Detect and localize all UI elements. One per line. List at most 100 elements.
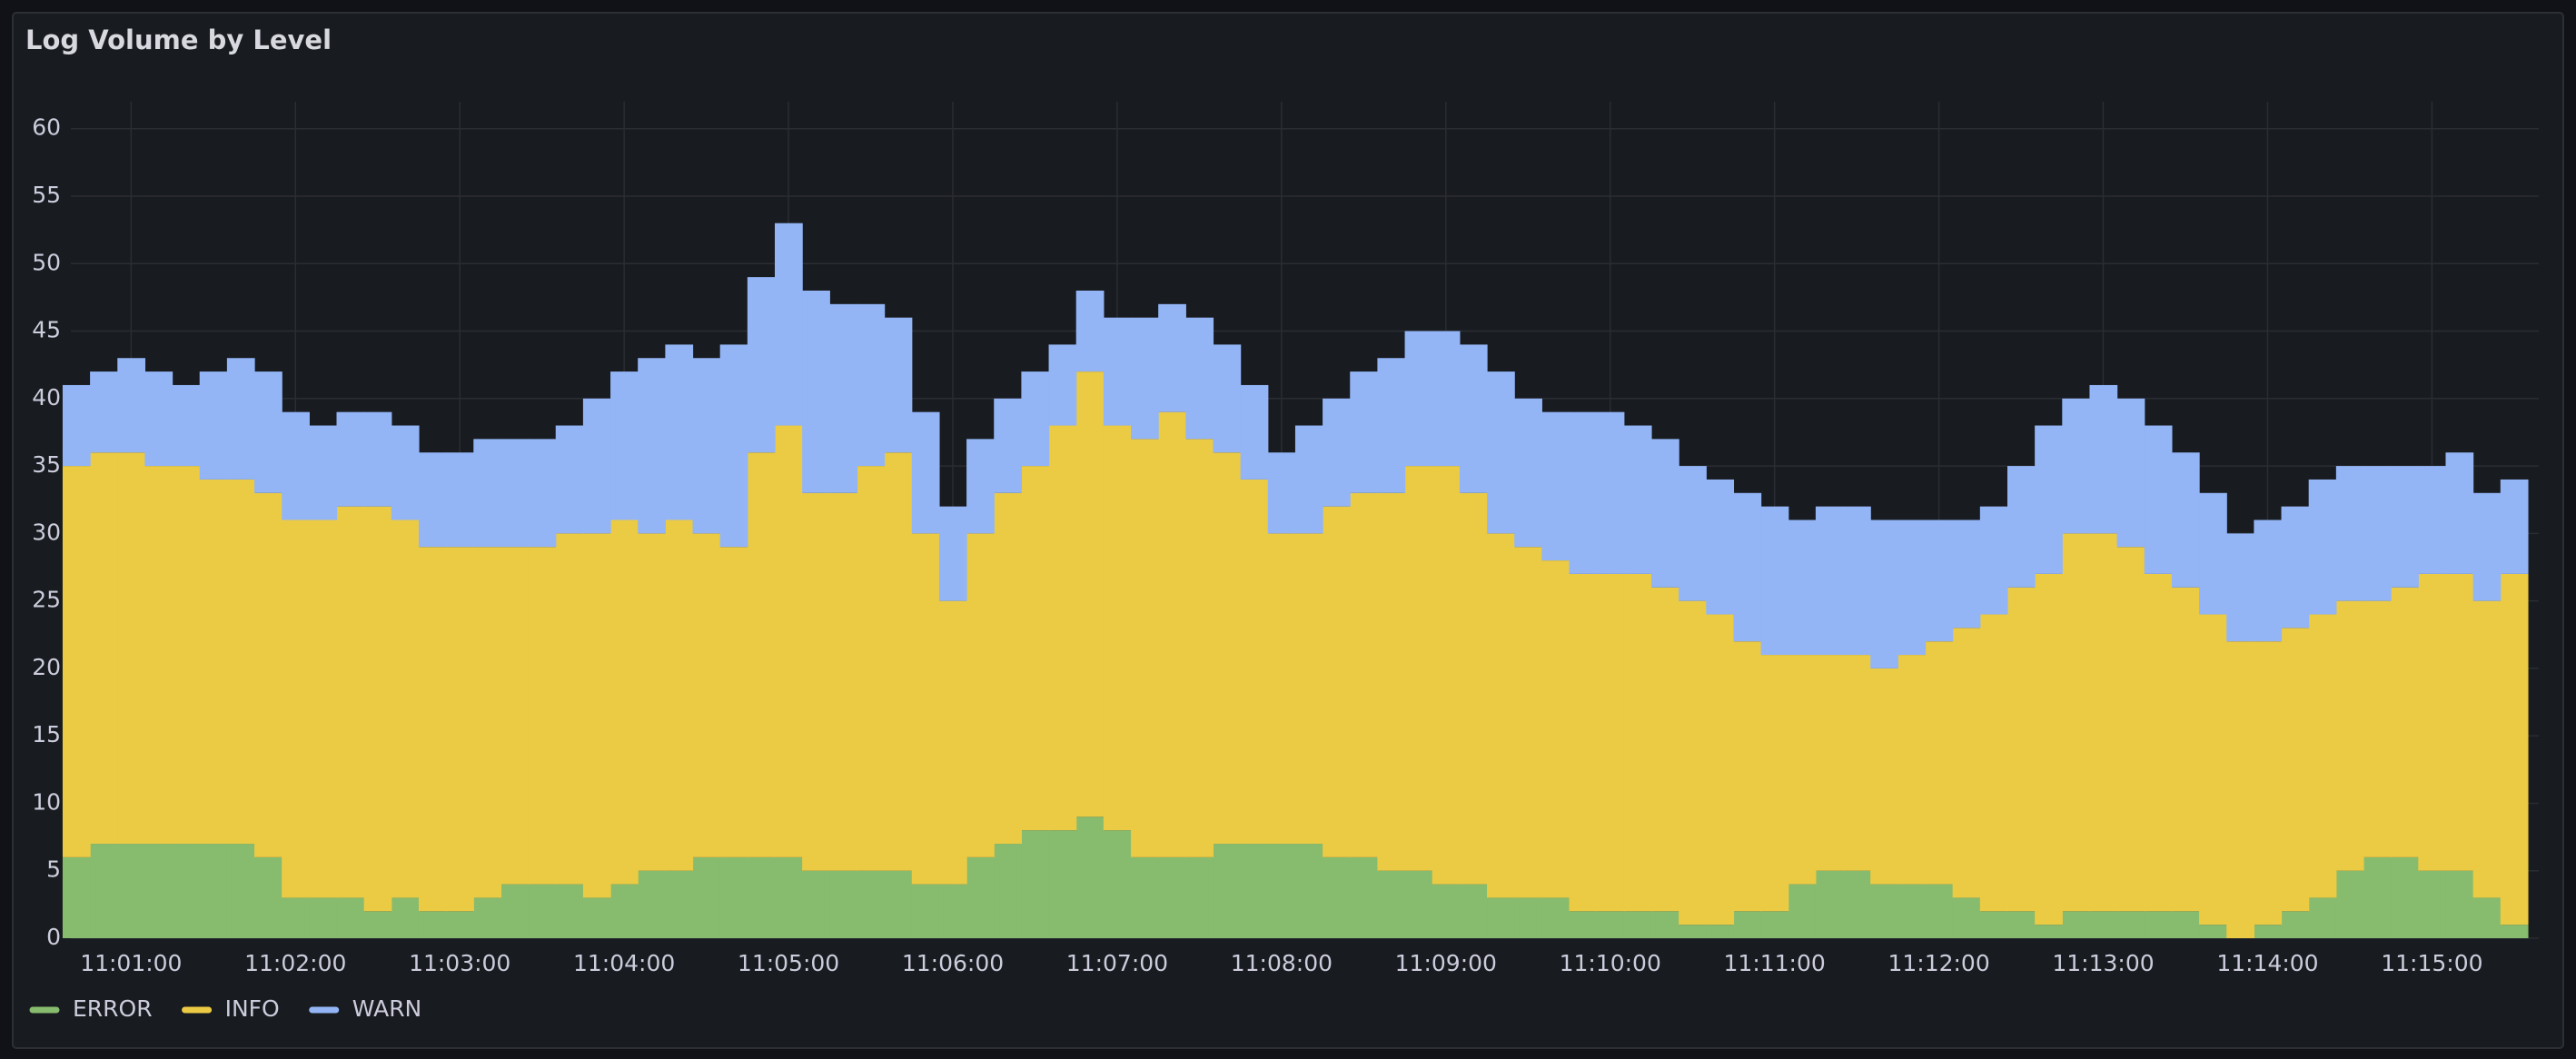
bar-segment bbox=[938, 600, 967, 885]
bar-segment bbox=[226, 479, 255, 845]
x-tick-label: 11:10:00 bbox=[1560, 950, 1661, 976]
bar-segment bbox=[62, 856, 91, 938]
bar-segment bbox=[994, 492, 1022, 845]
bar-segment bbox=[1870, 668, 1898, 885]
bar-segment bbox=[2144, 911, 2173, 938]
bar-segment bbox=[2335, 600, 2364, 871]
bar-segment bbox=[2445, 573, 2474, 871]
bar-segment bbox=[144, 844, 173, 938]
bar-segment bbox=[1185, 317, 1214, 440]
bar-segment bbox=[1158, 856, 1186, 938]
bar-segment bbox=[692, 856, 721, 938]
bar-segment bbox=[857, 870, 886, 938]
bar-segment bbox=[2391, 466, 2419, 588]
bar-segment bbox=[446, 452, 474, 548]
bar-segment bbox=[144, 371, 173, 467]
bar-segment bbox=[1788, 520, 1817, 656]
bar-segment bbox=[309, 520, 338, 898]
bar-segment bbox=[1294, 844, 1323, 938]
bar-segment bbox=[555, 884, 584, 938]
bar-segment bbox=[1240, 384, 1269, 480]
bar-segment bbox=[1952, 897, 1981, 938]
bar-segment bbox=[774, 856, 803, 938]
bar-segment bbox=[254, 492, 282, 857]
bar-segment bbox=[1213, 844, 1242, 938]
bar-segment bbox=[2199, 925, 2227, 938]
bar-segment bbox=[911, 884, 940, 938]
bar-segment bbox=[1650, 911, 1679, 938]
bar-segment bbox=[528, 547, 557, 885]
bar-segment bbox=[665, 870, 694, 938]
bar-segment bbox=[2199, 614, 2227, 925]
x-tick-label: 11:02:00 bbox=[244, 950, 346, 976]
bar-segment bbox=[994, 844, 1022, 938]
bar-segment bbox=[391, 520, 420, 898]
bar-segment bbox=[2199, 492, 2227, 615]
bar-segment bbox=[1350, 371, 1379, 493]
bar-segment bbox=[2418, 870, 2447, 938]
x-tick-label: 11:12:00 bbox=[1887, 950, 1989, 976]
bar-segment bbox=[1843, 506, 1871, 656]
bar-segment bbox=[336, 897, 365, 938]
bar-segment bbox=[1158, 303, 1186, 412]
bar-segment bbox=[1487, 897, 1515, 938]
bar-segment bbox=[2335, 870, 2364, 938]
bar-segment bbox=[1952, 520, 1981, 628]
bar-segment bbox=[1213, 452, 1242, 845]
bar-segment bbox=[2116, 911, 2145, 938]
bar-segment bbox=[500, 439, 530, 548]
bar-segment bbox=[1569, 911, 1598, 938]
bar-segment bbox=[665, 520, 694, 871]
bar-segment bbox=[1897, 655, 1927, 885]
bar-segment bbox=[1815, 655, 1844, 871]
bar-segment bbox=[2308, 479, 2337, 615]
bar-segment bbox=[1623, 911, 1652, 938]
y-tick-label: 0 bbox=[46, 924, 61, 950]
bar-segment bbox=[966, 856, 995, 938]
bar-segment bbox=[1404, 331, 1433, 467]
bar-segment bbox=[1815, 506, 1844, 656]
bar-segment bbox=[555, 533, 584, 885]
bar-segment bbox=[1760, 911, 1789, 938]
bar-segment bbox=[719, 547, 748, 857]
bar-segment bbox=[282, 520, 310, 898]
bar-segment bbox=[747, 856, 776, 938]
bar-segment bbox=[1103, 425, 1132, 831]
bar-segment bbox=[1487, 533, 1515, 898]
bar-segment bbox=[2445, 452, 2474, 574]
x-tick-label: 11:05:00 bbox=[738, 950, 839, 976]
bar-segment bbox=[2116, 547, 2145, 912]
bar-segment bbox=[1323, 398, 1351, 507]
y-tick-label: 30 bbox=[32, 519, 61, 545]
bar-segment bbox=[747, 277, 776, 453]
bar-segment bbox=[1213, 344, 1242, 453]
bar-segment bbox=[391, 425, 420, 520]
bar-segment bbox=[199, 844, 228, 938]
bar-segment bbox=[802, 492, 830, 871]
bar-segment bbox=[2391, 856, 2419, 938]
x-tick-label: 11:08:00 bbox=[1231, 950, 1333, 976]
bar-segment bbox=[528, 884, 557, 938]
bar-segment bbox=[857, 466, 886, 871]
y-tick-label: 40 bbox=[32, 384, 61, 411]
x-tick-label: 11:03:00 bbox=[409, 950, 510, 976]
bar-segment bbox=[2391, 587, 2419, 857]
bar-segment bbox=[473, 547, 502, 898]
bar-segment bbox=[1569, 573, 1598, 912]
bar-segment bbox=[172, 384, 201, 467]
bar-segment bbox=[2171, 452, 2200, 588]
bar-segment bbox=[90, 371, 118, 453]
bar-segment bbox=[1103, 317, 1132, 426]
bar-segment bbox=[1706, 925, 1735, 938]
x-tick-label: 11:13:00 bbox=[2052, 950, 2154, 976]
bar-segment bbox=[994, 398, 1022, 493]
bar-segment bbox=[1240, 844, 1269, 938]
bar-segment bbox=[1075, 371, 1105, 817]
bar-segment bbox=[719, 344, 748, 548]
bar-segment bbox=[966, 439, 995, 534]
bar-segment bbox=[1650, 439, 1679, 588]
bar-segment bbox=[1131, 856, 1159, 938]
bar-segment bbox=[363, 506, 392, 912]
bar-segment bbox=[2281, 628, 2310, 912]
axes: 0 5 10 15 20 25 30 35 40 45 50 55 60 11:01:00 11:02:00… bbox=[32, 114, 2482, 976]
